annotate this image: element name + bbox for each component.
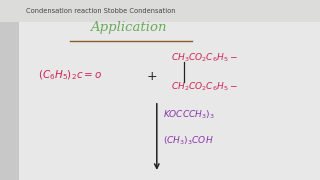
Text: +: + [147, 70, 157, 83]
Text: $CH_2CO_2C_6H_5-$: $CH_2CO_2C_6H_5-$ [171, 80, 238, 93]
Text: $(C_6H_5)_2$c$=$o: $(C_6H_5)_2$c$=$o [38, 69, 103, 82]
Text: $CH_3CO_2C_6H_5-$: $CH_3CO_2C_6H_5-$ [171, 51, 238, 64]
Text: Condensation reaction Stobbe Condensation: Condensation reaction Stobbe Condensatio… [26, 8, 175, 14]
Text: KOC$CCH_3)_3$: KOC$CCH_3)_3$ [163, 109, 215, 122]
Text: Application: Application [90, 21, 166, 33]
Text: $(CH_3)_3$COH: $(CH_3)_3$COH [163, 134, 214, 147]
FancyBboxPatch shape [0, 0, 19, 180]
FancyBboxPatch shape [0, 0, 320, 22]
